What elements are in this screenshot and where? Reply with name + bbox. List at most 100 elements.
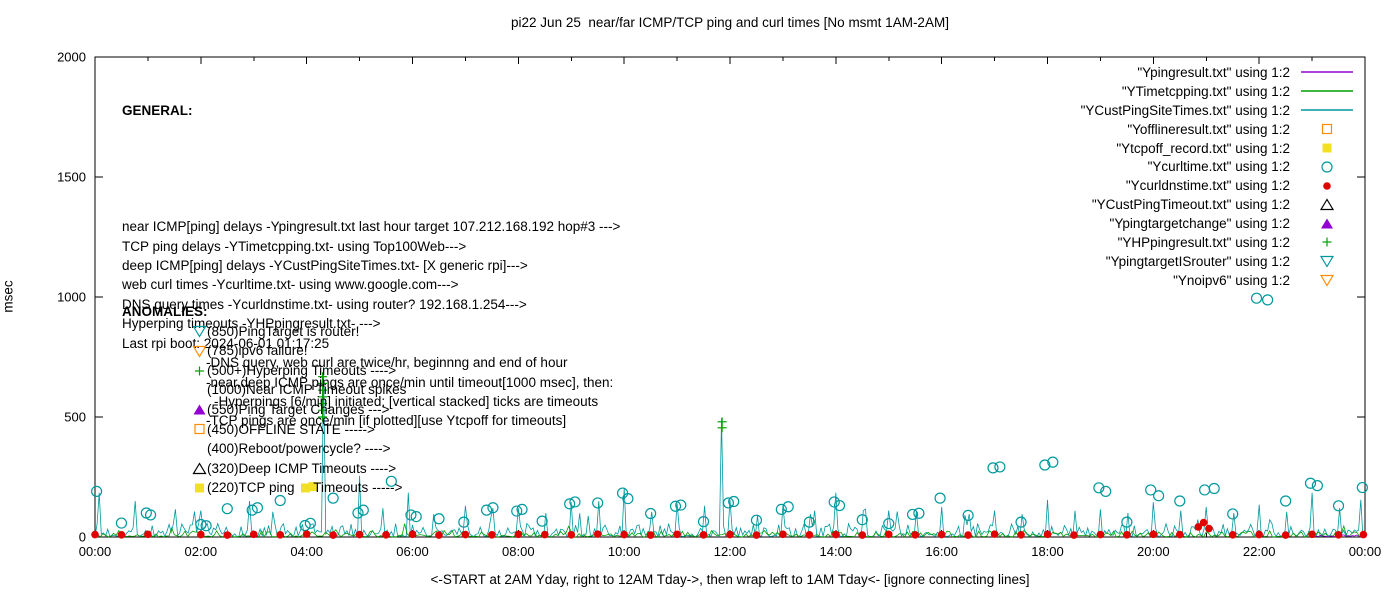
chart-title: pi22 Jun 25 near/far ICMP/TCP ping and c… [511,15,949,30]
general-line: TCP ping delays -YTimetcpping.txt- using… [122,238,467,254]
x-tick-label: 22:00 [1243,544,1276,559]
legend-list: "Ypingresult.txt" using 1:2 "YTimetcppin… [1081,63,1354,290]
legend-marker-icon [1300,273,1354,287]
legend-label: "YTimetcpping.txt" using 1:2 [1121,83,1290,99]
legend-item: "YHPpingresult.txt" using 1:2 [1081,233,1354,252]
anomaly-marker-icon [192,403,207,417]
legend-item: "Yofflineresult.txt" using 1:2 [1081,120,1354,139]
legend-label: "Ytcpoff_record.txt" using 1:2 [1116,140,1290,156]
anomaly-text: (550)Ping Target Changes ---> [207,401,390,417]
general-annotation: GENERAL: near ICMP[ping] delays -Ypingre… [122,62,620,470]
legend-marker-icon [1300,141,1354,155]
legend-item: "YCustPingTimeout.txt" using 1:2 [1081,195,1354,214]
legend-label: "Ycurltime.txt" using 1:2 [1147,159,1290,175]
series-Ycurltime-web-curl-times [90,292,1368,532]
anomaly-item: (550)Ping Target Changes ---> [122,400,406,420]
anomaly-marker-icon [192,324,207,339]
legend-label: "YCustPingSiteTimes.txt" using 1:2 [1080,102,1290,118]
x-tick-label: 18:00 [1031,544,1064,559]
series-Ycurldnstime-dns-query-times [91,518,1368,539]
y-tick-label: 1500 [57,170,86,185]
legend-label: "Ypingtargetchange" using 1:2 [1109,216,1290,232]
legend-marker-icon [1300,217,1354,231]
legend-marker-icon [1300,103,1354,117]
anomaly-marker-icon [192,344,207,358]
anomaly-marker-icon [192,481,207,495]
legend-label: "Ypingresult.txt" using 1:2 [1137,64,1290,80]
anomaly-item: (785)ipv6 failure! [122,341,406,361]
anomaly-item: (1000)Near ICMP Timeout spikes [122,380,406,400]
legend-marker-icon [1300,122,1354,136]
legend-item: "Ycurldnstime.txt" using 1:2 [1081,176,1354,195]
y-tick-label: 500 [64,410,86,425]
anomaly-text: (500+)Hyperping Timeouts ----> [207,362,397,378]
legend-label: "Ycurldnstime.txt" using 1:2 [1125,178,1290,194]
anomaly-marker-icon [192,383,207,397]
general-line: -DNS query, web curl are twice/hr, begin… [206,355,568,371]
anomaly-item: (400)Reboot/powercycle? ----> [122,439,406,459]
legend-item: "Ytcpoff_record.txt" using 1:2 [1081,139,1354,158]
anomaly-item: (220)TCP ping Timeouts -----> [122,478,406,498]
legend-item: "Ypingtargetchange" using 1:2 [1081,214,1354,233]
y-tick-label: 0 [79,530,86,545]
legend-marker-icon [1300,254,1354,269]
legend-marker-icon [1300,84,1354,98]
anomaly-text: (850)PingTarget is router! [207,323,360,339]
x-tick-label: 12:00 [714,544,747,559]
y-tick-label: 2000 [57,50,86,65]
legend-label: "YHPpingresult.txt" using 1:2 [1117,234,1290,250]
anomaly-text: (785)ipv6 failure! [207,343,308,359]
anomaly-item: (500+)Hyperping Timeouts ----> [122,361,406,381]
general-line: -Hyperpings [6/min] initiated; [vertical… [214,393,599,409]
x-tick-label: 16:00 [925,544,958,559]
anomaly-item: (320)Deep ICMP Timeouts ----> [122,459,406,479]
general-line: Hyperping timeouts -YHPpingresult.txt- -… [122,316,381,332]
anomaly-marker-icon [192,442,207,456]
legend-label: "YCustPingTimeout.txt" using 1:2 [1091,197,1290,213]
anomaly-inline-marker-icon [298,481,313,495]
anomaly-item: (850)PingTarget is router! [122,322,406,342]
x-tick-label: 06:00 [396,544,429,559]
anomaly-marker-icon [192,422,207,436]
legend-label: "YpingtargetISrouter" using 1:2 [1105,253,1290,269]
general-line: deep ICMP[ping] delays -YCustPingSiteTim… [122,258,528,274]
legend-item: "YpingtargetISrouter" using 1:2 [1081,252,1354,271]
x-tick-label: 10:00 [608,544,641,559]
legend-label: "Yofflineresult.txt" using 1:2 [1127,121,1290,137]
series-YHPpingresult-hyperping-timeouts [318,372,727,433]
legend-marker-icon [1300,179,1354,193]
general-line: web curl times -Ycurltime.txt- using www… [122,277,459,293]
anomaly-item: (450)OFFLINE STATE -----> [122,420,406,440]
series-Ytcpoff-tcp-ping-timeout [308,482,318,492]
legend-item: "YCustPingSiteTimes.txt" using 1:2 [1081,101,1354,120]
anomaly-marker-icon [192,461,207,476]
anomaly-text: (220)TCP ping [207,480,299,496]
x-tick-label: 20:00 [1137,544,1170,559]
anomaly-text: (450)OFFLINE STATE -----> [207,421,375,437]
legend-item: "Ynoipv6" using 1:2 [1081,271,1354,290]
general-lines: near ICMP[ping] delays -Ypingresult.txt … [122,159,620,431]
x-axis-label: <-START at 2AM Yday, right to 12AM Tday-… [430,572,1030,587]
anomaly-text-2: Timeouts -----> [313,480,403,496]
anomaly-text: (320)Deep ICMP Timeouts ----> [207,460,397,476]
y-tick-label: 1000 [57,290,86,305]
legend: "Ypingresult.txt" using 1:2 "YTimetcppin… [1081,63,1354,290]
x-tick-label: 00:00 [1349,544,1382,559]
x-tick-label: 08:00 [502,544,535,559]
legend-marker-icon [1300,235,1354,249]
anomalies-heading: ANOMALIES: [122,304,208,319]
legend-marker-icon [1300,198,1354,212]
general-heading: GENERAL: [122,102,193,118]
legend-marker-icon [1300,65,1354,79]
legend-item: "YTimetcpping.txt" using 1:2 [1081,82,1354,101]
anomaly-text: (400)Reboot/powercycle? ----> [207,441,391,457]
anomaly-text: (1000)Near ICMP Timeout spikes [207,382,407,398]
general-line: -near,deep ICMP pings are once/min until… [206,374,614,390]
general-line: Last rpi boot: 2024-06-01 01:17:25 [122,335,330,351]
x-tick-label: 14:00 [820,544,853,559]
x-tick-label: 02:00 [185,544,218,559]
legend-marker-icon [1300,160,1354,174]
anomalies-annotation: ANOMALIES: (850)PingTarget is router! (7… [122,302,406,498]
legend-item: "Ycurltime.txt" using 1:2 [1081,157,1354,176]
